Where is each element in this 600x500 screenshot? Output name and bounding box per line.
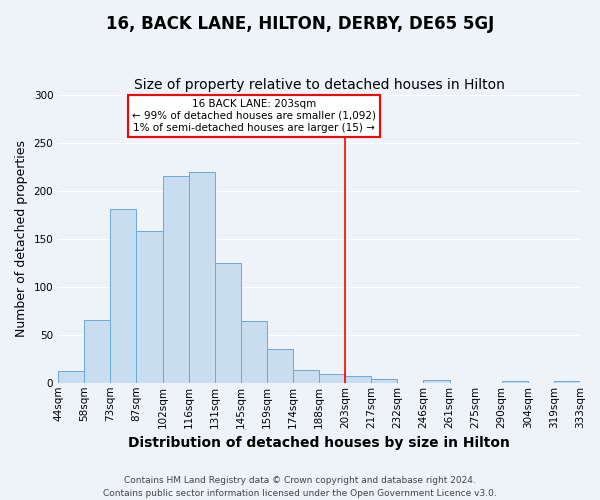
- Bar: [502, 381, 528, 383]
- Bar: [84, 320, 110, 383]
- Bar: [241, 322, 267, 383]
- Bar: [136, 231, 163, 383]
- Bar: [110, 209, 136, 383]
- Bar: [371, 379, 397, 383]
- Bar: [163, 176, 188, 383]
- Bar: [267, 349, 293, 383]
- Bar: [293, 370, 319, 383]
- Y-axis label: Number of detached properties: Number of detached properties: [15, 140, 28, 337]
- Text: 16 BACK LANE: 203sqm
← 99% of detached houses are smaller (1,092)
1% of semi-det: 16 BACK LANE: 203sqm ← 99% of detached h…: [132, 100, 376, 132]
- Text: Contains HM Land Registry data © Crown copyright and database right 2024.
Contai: Contains HM Land Registry data © Crown c…: [103, 476, 497, 498]
- Bar: [424, 380, 449, 383]
- X-axis label: Distribution of detached houses by size in Hilton: Distribution of detached houses by size …: [128, 436, 510, 450]
- Title: Size of property relative to detached houses in Hilton: Size of property relative to detached ho…: [134, 78, 505, 92]
- Text: 16, BACK LANE, HILTON, DERBY, DE65 5GJ: 16, BACK LANE, HILTON, DERBY, DE65 5GJ: [106, 15, 494, 33]
- Bar: [58, 371, 84, 383]
- Bar: [554, 381, 580, 383]
- Bar: [319, 374, 345, 383]
- Bar: [215, 262, 241, 383]
- Bar: [188, 172, 215, 383]
- Bar: [345, 376, 371, 383]
